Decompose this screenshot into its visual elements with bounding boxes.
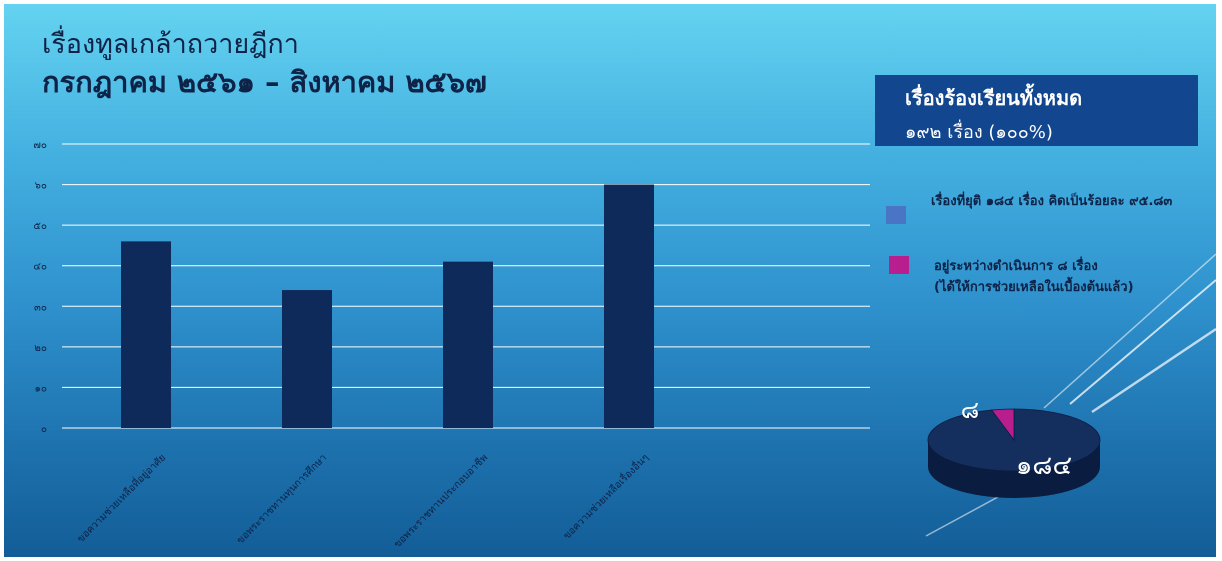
bar-chart: ๐๑๐๒๐๓๐๔๐๕๐๖๐๗๐ขอความช่วยเหลือที่อยู่อาศ… xyxy=(33,140,870,550)
legend-text-resolved: เรื่องที่ยุติ ๑๘๔ เรื่อง คิดเป็นร้อยละ ๙… xyxy=(931,194,1173,209)
y-tick-label: ๓๐ xyxy=(34,302,47,313)
legend-swatch-resolved xyxy=(886,206,906,224)
pie-side xyxy=(928,440,1100,498)
pie-chart: ๑๘๔ ๘ xyxy=(927,396,1101,498)
y-tick-label: ๒๐ xyxy=(34,343,47,354)
total-summary-line-2: ๑๙๒ เรื่อง (๑๐๐%) xyxy=(905,122,1053,143)
y-tick-label: ๑๐ xyxy=(35,383,47,394)
y-tick-label: ๖๐ xyxy=(35,181,47,192)
y-tick-label: ๐ xyxy=(41,424,47,435)
y-tick-label: ๔๐ xyxy=(33,262,47,273)
bar xyxy=(604,184,654,428)
pie-label: ๘ xyxy=(961,396,980,424)
bar xyxy=(282,290,332,428)
bar xyxy=(443,261,493,428)
legend-text-pending-2: (ได้ให้การช่วยเหลือในเบื้องต้นแล้ว) xyxy=(934,280,1134,295)
title-line-1: เรื่องทูลเกล้าถวายฎีกา xyxy=(42,29,299,60)
deco-line xyxy=(1043,253,1216,409)
legend-text-pending-1: อยู่ระหว่างดำเนินการ ๘ เรื่อง xyxy=(934,259,1098,274)
pie-label: ๑๘๔ xyxy=(1016,451,1072,481)
pie-slice xyxy=(927,408,1101,472)
y-tick-label: ๗๐ xyxy=(33,140,47,151)
y-tick-label: ๕๐ xyxy=(33,221,47,232)
deco-line xyxy=(1091,327,1216,414)
legend-swatch-pending xyxy=(889,256,909,274)
title-line-2: กรกฎาคม ๒๕๖๑ – สิงหาคม ๒๕๖๗ xyxy=(42,65,487,99)
slide: เรื่องทูลเกล้าถวายฎีกา กรกฎาคม ๒๕๖๑ – สิ… xyxy=(4,4,1216,557)
deco-line xyxy=(1069,279,1216,405)
total-summary-box: เรื่องร้องเรียนทั้งหมด ๑๙๒ เรื่อง (๑๐๐%) xyxy=(875,75,1198,146)
total-summary-line-1: เรื่องร้องเรียนทั้งหมด xyxy=(905,86,1083,110)
pie-slice xyxy=(990,408,1015,442)
bar xyxy=(121,241,171,428)
